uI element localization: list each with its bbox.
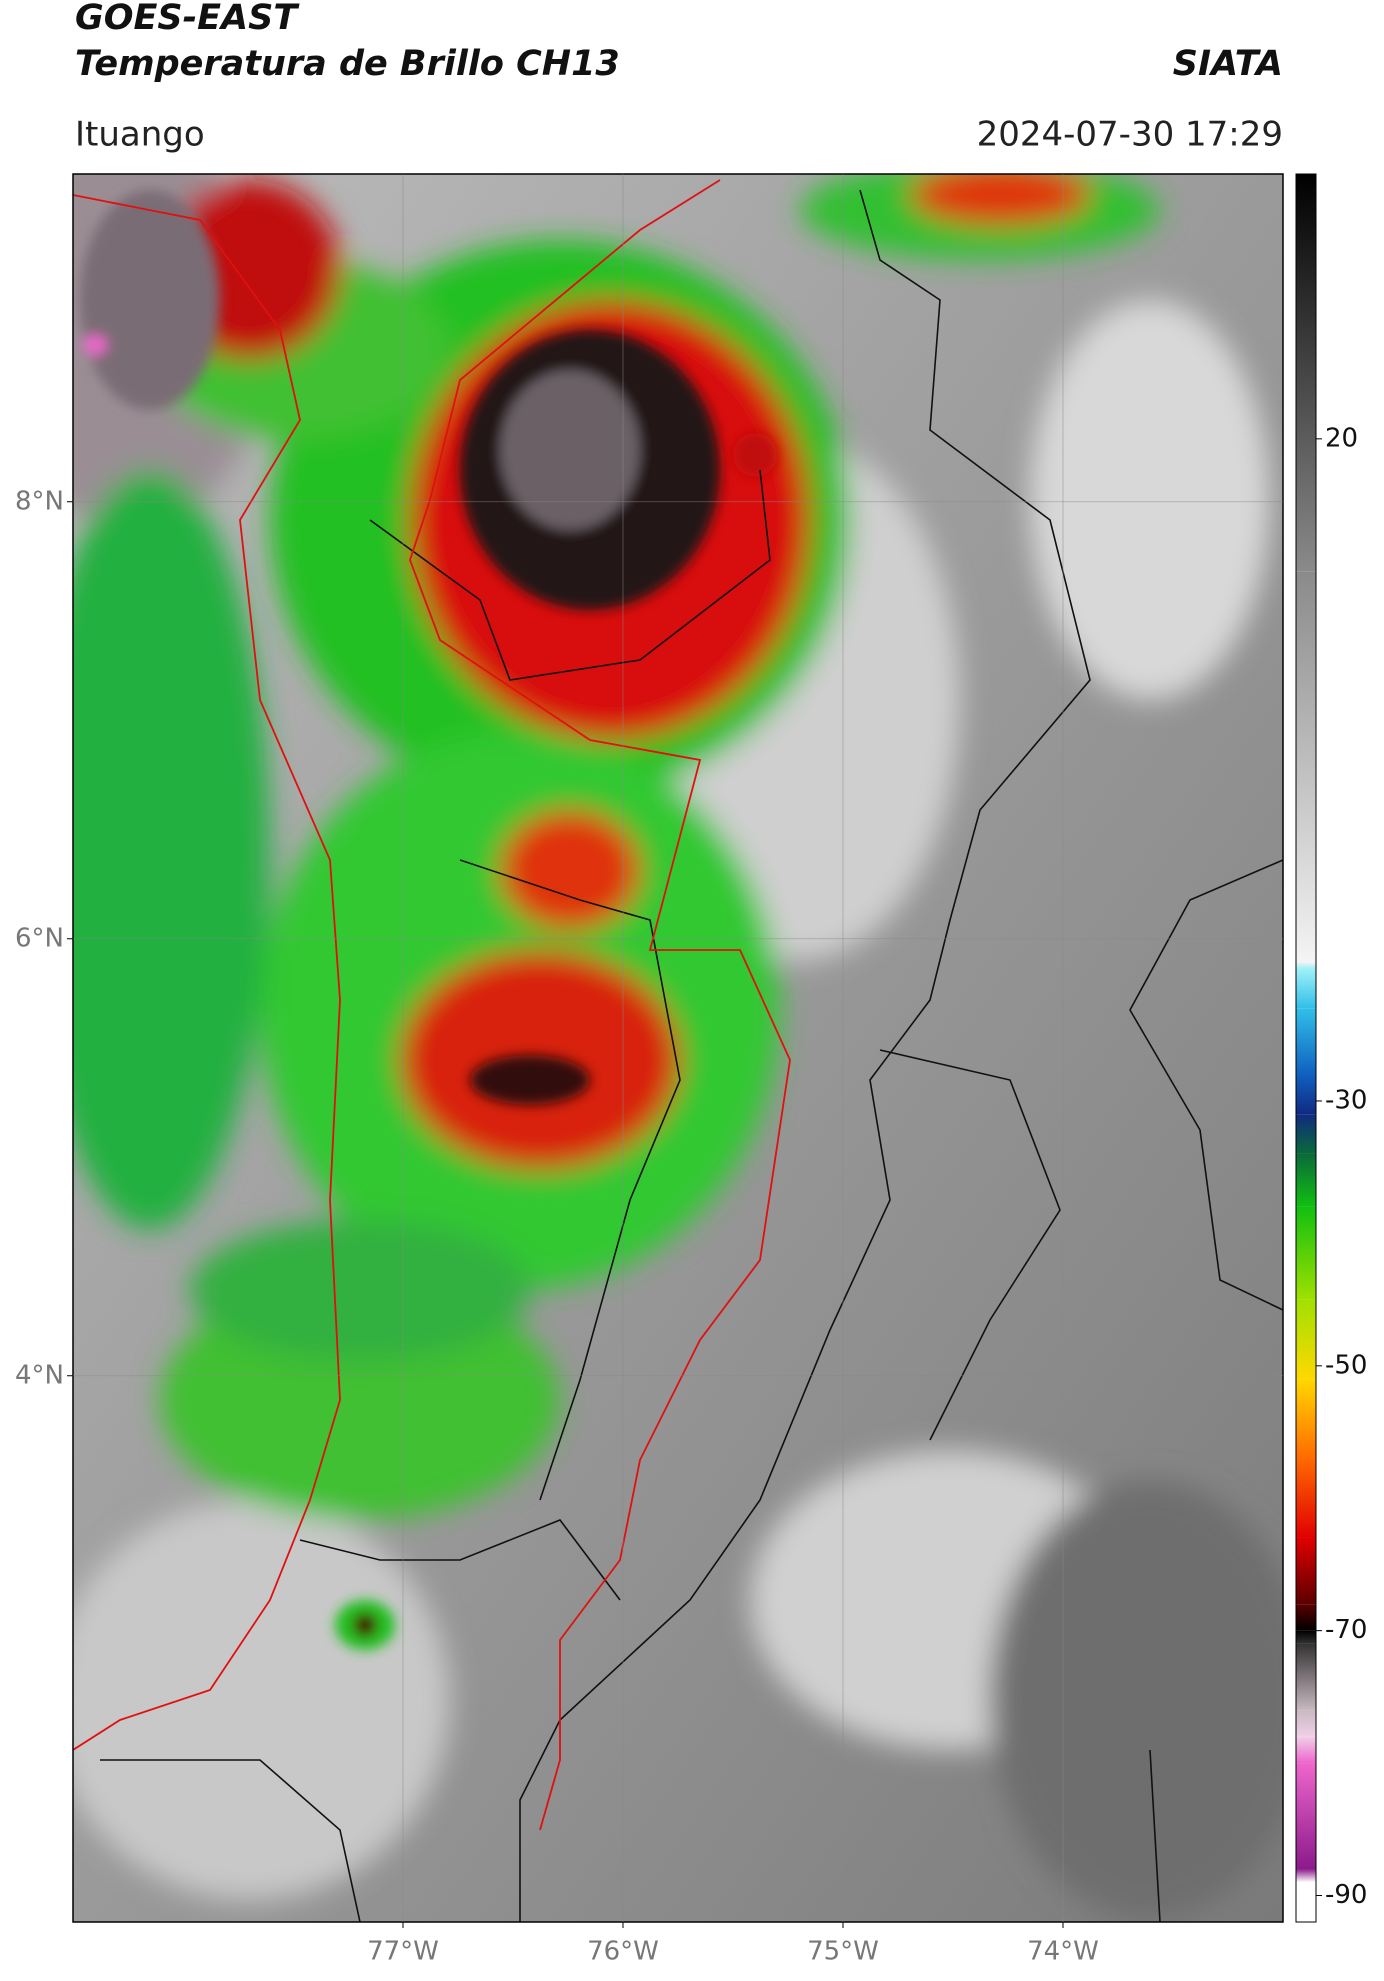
colorbar-segment xyxy=(1296,1008,1316,1075)
satellite-imagery xyxy=(73,174,1283,1922)
colorbar-segment xyxy=(1296,1710,1316,1737)
colorbar-segment xyxy=(1296,1604,1316,1631)
x-tick-label: 75°W xyxy=(807,1937,879,1967)
location: Ituango xyxy=(75,115,205,155)
colorbar-segment xyxy=(1296,1379,1316,1459)
colorbar-segment xyxy=(1296,1537,1316,1605)
x-tick-label: 74°W xyxy=(1027,1937,1099,1967)
map-frame xyxy=(72,173,1284,1923)
source: SIATA xyxy=(1173,44,1283,84)
colorbar-segment xyxy=(1296,1736,1316,1764)
colorbar-segment xyxy=(1296,1630,1316,1644)
subtitle: Temperatura de Brillo CH13 xyxy=(75,44,620,84)
colorbar-segment xyxy=(1296,1763,1316,1870)
colorbar-segment xyxy=(1296,1074,1316,1115)
y-tick-label: 4°N xyxy=(15,1360,64,1390)
title: GOES-EAST xyxy=(75,0,300,38)
colorbar-frame xyxy=(1295,173,1317,1923)
department-border xyxy=(73,179,791,1831)
x-tick-label: 76°W xyxy=(587,1937,659,1967)
colorbar-tick-label: 20 xyxy=(1325,423,1358,453)
colorbar-tick-label: -70 xyxy=(1325,1615,1367,1645)
colorbar-tick-label: -50 xyxy=(1325,1350,1367,1380)
x-tick-label: 77°W xyxy=(367,1937,439,1967)
colorbar-segment xyxy=(1296,174,1316,572)
colorbar-segment xyxy=(1296,1869,1316,1883)
colorbar-tick-label: -30 xyxy=(1325,1085,1367,1115)
colorbar-tick-label: -90 xyxy=(1325,1880,1367,1910)
colorbar-segment xyxy=(1296,961,1316,969)
colorbar-segment xyxy=(1296,1882,1316,1922)
graticule xyxy=(73,174,1283,1922)
y-tick-label: 6°N xyxy=(15,923,64,953)
y-tick-label: 8°N xyxy=(15,486,64,516)
colorbar-segment xyxy=(1296,1114,1316,1154)
colorbar-segment xyxy=(1296,1458,1316,1538)
colorbar-segment xyxy=(1296,1643,1316,1711)
colorbar-segment xyxy=(1296,571,1316,962)
colorbar-segment xyxy=(1296,968,1316,1009)
axis-ticks: 77°W 76°W 75°W 74°W 4°N 6°N 8°N xyxy=(15,486,1099,1966)
datetime: 2024-07-30 17:29 xyxy=(977,115,1283,155)
colorbar: -90 -70 -50 -30 20 xyxy=(1295,173,1367,1923)
colorbar-segment xyxy=(1296,1153,1316,1207)
colorbar-segment xyxy=(1296,1299,1316,1380)
boundaries xyxy=(100,189,1283,1922)
colorbar-segment xyxy=(1296,1206,1316,1300)
